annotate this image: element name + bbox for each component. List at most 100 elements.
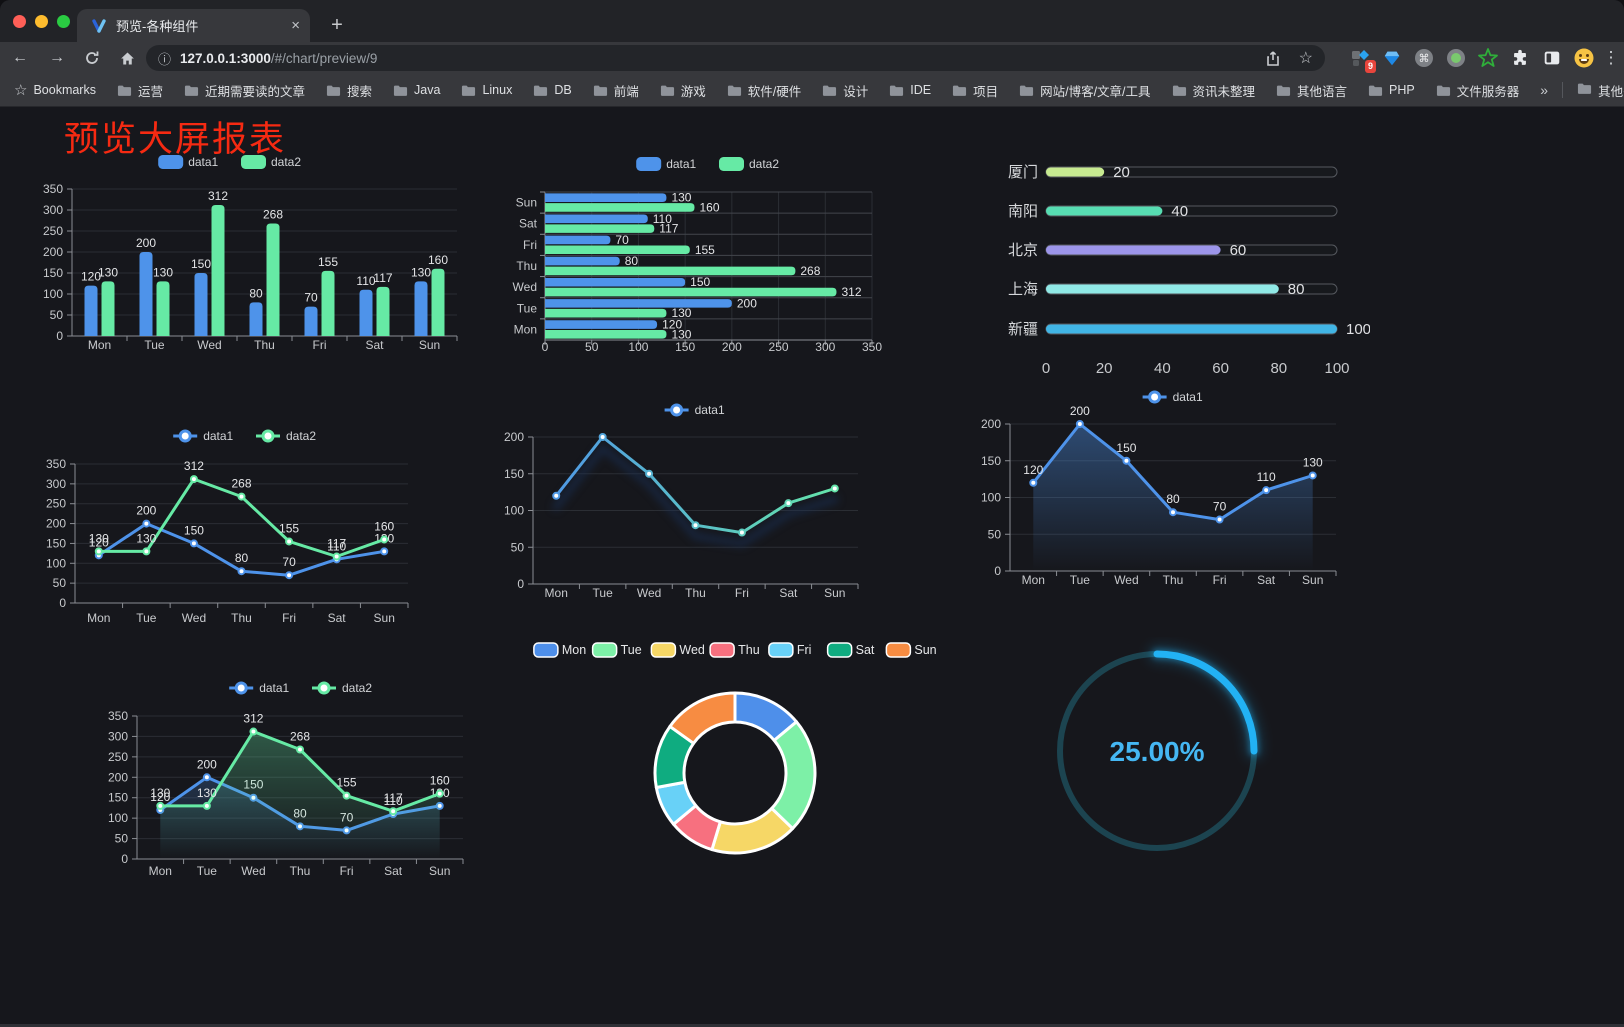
data-point[interactable] <box>156 801 165 810</box>
legend-item[interactable]: Tue <box>591 642 642 658</box>
bookmark-folder[interactable]: DB <box>533 81 572 100</box>
bookmark-folder[interactable]: 前端 <box>593 81 639 100</box>
bar[interactable] <box>376 286 390 336</box>
pie-slice[interactable] <box>668 691 737 745</box>
bar[interactable] <box>139 252 153 336</box>
data-point[interactable] <box>332 552 341 561</box>
legend-item[interactable]: data1 <box>636 157 697 171</box>
bar[interactable] <box>545 224 655 233</box>
minimize-window-button[interactable] <box>35 15 48 28</box>
bookmark-folder[interactable]: Linux <box>461 81 512 100</box>
data-point[interactable] <box>142 519 151 528</box>
bar[interactable] <box>249 302 263 336</box>
bookmark-folder[interactable]: 运营 <box>117 81 163 100</box>
data-point[interactable] <box>1029 478 1038 487</box>
data-point[interactable] <box>237 567 246 576</box>
data-point[interactable] <box>94 547 103 556</box>
data-point[interactable] <box>830 484 839 493</box>
data-point[interactable] <box>142 547 151 556</box>
data-point[interactable] <box>380 547 389 556</box>
data-point[interactable] <box>285 571 294 580</box>
bookmark-folder[interactable]: 游戏 <box>660 81 706 100</box>
tab-close-icon[interactable]: × <box>291 17 300 34</box>
legend-item[interactable]: data1 <box>664 403 725 417</box>
pie-slice[interactable] <box>770 720 817 831</box>
data-point[interactable] <box>189 475 198 484</box>
data-point[interactable] <box>237 492 246 501</box>
bar[interactable] <box>545 287 837 297</box>
data-point[interactable] <box>737 528 746 537</box>
data-point[interactable] <box>296 745 304 754</box>
bookmark-folder[interactable]: 项目 <box>952 81 998 100</box>
bookmark-folder[interactable]: Java <box>393 81 440 100</box>
gauge-progress[interactable] <box>1153 650 1258 755</box>
legend-item[interactable]: data2 <box>241 155 301 169</box>
bookmark-folder[interactable]: 软件/硬件 <box>727 81 801 100</box>
capsule-bar[interactable] <box>1046 284 1279 294</box>
capsule-bar[interactable] <box>1046 245 1221 255</box>
data-point[interactable] <box>1308 471 1317 480</box>
bookmark-folder[interactable]: 文件服务器 <box>1436 81 1519 100</box>
data-point[interactable] <box>1262 486 1271 495</box>
pie-slice[interactable] <box>710 806 795 855</box>
bar[interactable] <box>156 281 170 336</box>
data-point[interactable] <box>249 727 258 736</box>
site-info-icon[interactable]: ⓘ <box>158 51 172 67</box>
capsule-bar[interactable] <box>1046 206 1163 216</box>
data-point[interactable] <box>202 773 211 782</box>
extension-green-star-icon[interactable] <box>1476 46 1500 70</box>
address-bar[interactable]: ⓘ 127.0.0.1:3000/#/chart/preview/9 ☆ <box>146 45 1325 71</box>
bookmarks-overflow-chevron[interactable]: » <box>1540 82 1549 98</box>
bookmark-folder[interactable]: 网站/博客/文章/工具 <box>1019 81 1151 100</box>
bar[interactable] <box>266 223 280 336</box>
data-point[interactable] <box>645 469 654 478</box>
capsule-bar[interactable] <box>1046 167 1105 177</box>
data-point[interactable] <box>784 499 793 508</box>
capsule-bar[interactable] <box>1046 324 1337 334</box>
data-point[interactable] <box>202 801 211 810</box>
data-point[interactable] <box>189 539 198 548</box>
bar[interactable] <box>545 235 611 245</box>
bar[interactable] <box>545 245 690 255</box>
bookmark-folder[interactable]: IDE <box>889 81 931 100</box>
bookmark-folder[interactable]: 设计 <box>822 81 868 100</box>
legend-item[interactable]: Mon <box>533 642 586 658</box>
share-icon[interactable] <box>1265 50 1281 67</box>
emoji-face-icon[interactable] <box>1572 46 1596 70</box>
bar[interactable] <box>431 268 445 336</box>
legend-item[interactable]: Fri <box>768 642 812 658</box>
sidebar-toggle-icon[interactable] <box>1540 46 1564 70</box>
bar[interactable] <box>84 285 98 336</box>
bar[interactable] <box>545 320 658 329</box>
bookmark-folder[interactable]: PHP <box>1368 81 1415 100</box>
bookmarks-manager[interactable]: ☆ Bookmarks <box>14 81 96 99</box>
legend-item[interactable]: Sat <box>826 642 875 658</box>
data-point[interactable] <box>598 433 607 441</box>
bar[interactable] <box>545 330 667 339</box>
data-point[interactable] <box>691 521 700 530</box>
extension-record-icon[interactable] <box>1444 46 1468 70</box>
data-point[interactable] <box>342 791 351 800</box>
bar[interactable] <box>194 273 208 336</box>
browser-tab[interactable]: 预览-各种组件 × <box>77 9 310 42</box>
bookmark-folder[interactable]: 其他语言 <box>1276 81 1347 100</box>
legend-item[interactable]: Thu <box>709 642 760 658</box>
bar[interactable] <box>359 289 373 336</box>
bar[interactable] <box>545 193 667 202</box>
bookmark-folder[interactable]: 近期需要读的文章 <box>184 81 305 100</box>
data-point[interactable] <box>380 535 389 544</box>
data-point[interactable] <box>435 789 444 798</box>
extension-grid-icon[interactable]: 9 <box>1348 46 1376 73</box>
extension-command-icon[interactable]: ⌘ <box>1412 46 1436 70</box>
data-point[interactable] <box>389 807 398 816</box>
bar[interactable] <box>414 281 428 336</box>
legend-item[interactable]: data2 <box>312 681 372 695</box>
forward-button[interactable]: → <box>49 49 65 66</box>
zoom-window-button[interactable] <box>57 15 70 28</box>
other-bookmarks-folder[interactable]: 其他书签 <box>1577 81 1624 100</box>
new-tab-button[interactable]: + <box>331 14 343 36</box>
home-button[interactable] <box>111 42 143 74</box>
bookmark-folder[interactable]: 资讯未整理 <box>1172 81 1255 100</box>
bar[interactable] <box>545 266 796 276</box>
extension-gem-icon[interactable] <box>1380 46 1404 70</box>
